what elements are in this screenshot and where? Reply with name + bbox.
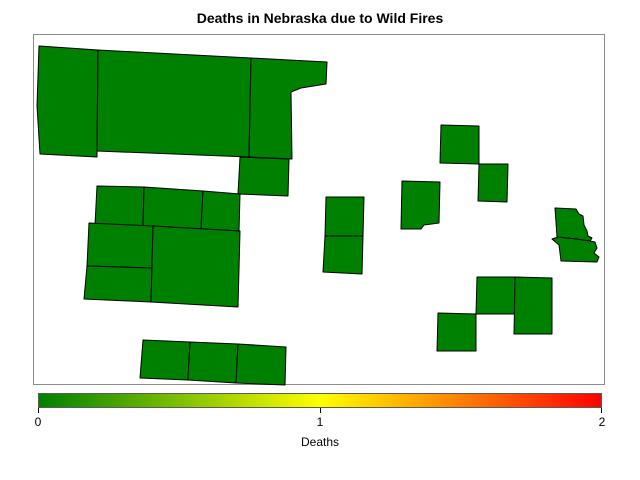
legend-tick-label-2: 2 xyxy=(598,415,606,429)
county-dawes[interactable] xyxy=(96,49,252,158)
county-jefferson[interactable] xyxy=(436,312,477,352)
county-sherman[interactable] xyxy=(322,235,364,275)
county-wayne[interactable] xyxy=(477,163,509,203)
county-cheyenne[interactable] xyxy=(150,225,241,308)
legend-title: Deaths xyxy=(300,435,340,449)
nebraska-county-map xyxy=(36,45,600,386)
county-hitchcock[interactable] xyxy=(187,341,239,384)
legend-tick-label-1: 1 xyxy=(316,415,324,429)
county-gage[interactable] xyxy=(513,276,553,335)
county-kimball[interactable] xyxy=(83,265,153,303)
county-valley[interactable] xyxy=(324,196,365,237)
county-scotts-bluff[interactable] xyxy=(94,185,145,227)
county-banner[interactable] xyxy=(86,222,154,269)
county-garden[interactable] xyxy=(200,190,241,232)
legend-tick-label-0: 0 xyxy=(34,415,42,429)
county-morrill[interactable] xyxy=(142,186,204,230)
county-sioux[interactable] xyxy=(36,45,99,158)
county-lancaster[interactable] xyxy=(475,276,516,315)
county-red-willow[interactable] xyxy=(235,343,287,386)
map-frame xyxy=(33,34,605,386)
county-dundy[interactable] xyxy=(139,339,191,381)
legend-tick-2 xyxy=(601,408,602,413)
legend-tick-1 xyxy=(320,408,321,413)
county-cherry-south[interactable] xyxy=(237,156,290,197)
county-platte[interactable] xyxy=(400,180,441,230)
map-title: Deaths in Nebraska due to Wild Fires xyxy=(196,10,444,26)
color-legend-bar xyxy=(38,393,602,408)
county-washington[interactable] xyxy=(554,207,593,242)
legend-tick-0 xyxy=(38,408,39,413)
county-douglas[interactable] xyxy=(551,236,600,263)
county-sheridan[interactable] xyxy=(248,57,328,160)
county-cedar[interactable] xyxy=(439,124,480,165)
